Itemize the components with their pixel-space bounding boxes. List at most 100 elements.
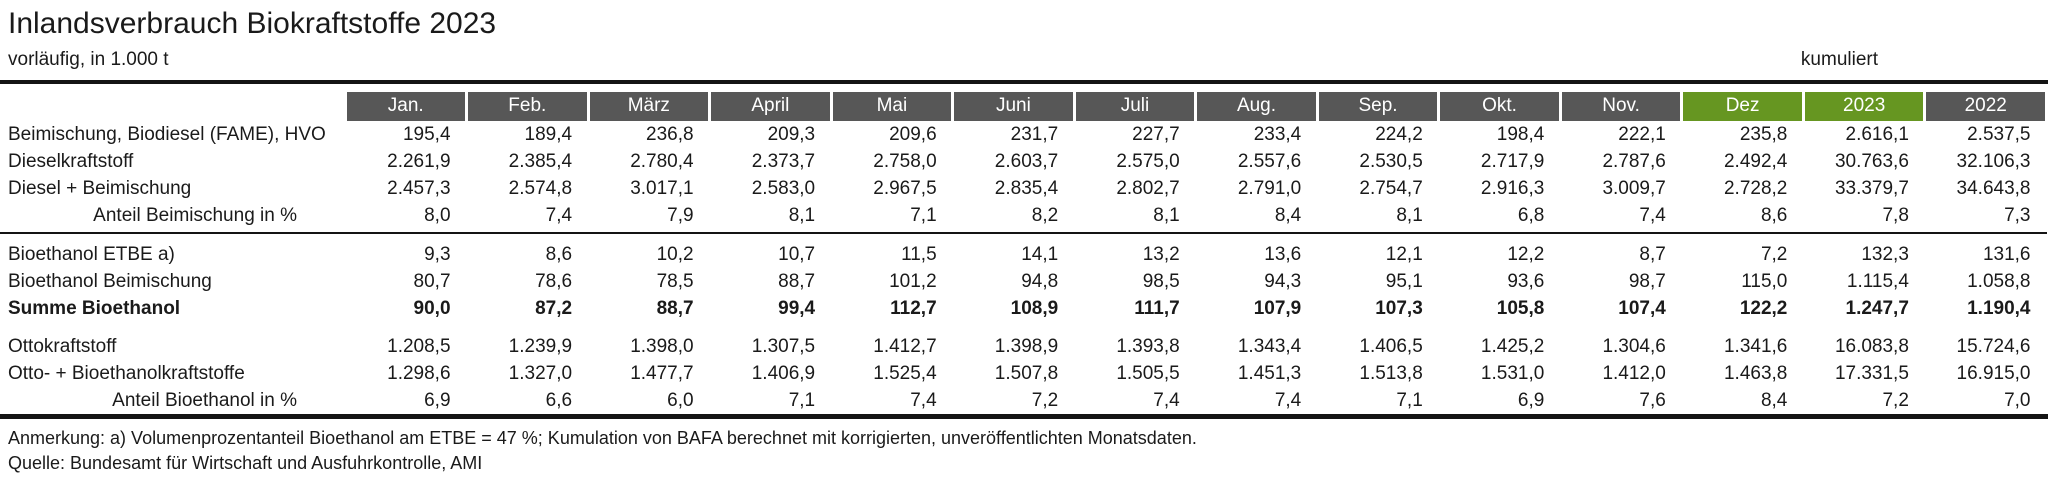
- value-cell: 198,4: [1496, 124, 1545, 145]
- value-cell: 1.393,8: [1116, 336, 1180, 357]
- value-cell: 90,0: [413, 298, 451, 319]
- value-cell: 7,1: [1396, 390, 1423, 411]
- value-cell: 6,9: [1517, 390, 1545, 411]
- value-cell: 1.505,5: [1116, 363, 1180, 384]
- value-cell: 107,9: [1253, 298, 1302, 319]
- row-label: Anteil Bioethanol in %: [112, 390, 297, 411]
- value-cell: 2.583,0: [751, 178, 816, 199]
- value-cell: 2.717,9: [1480, 151, 1545, 172]
- value-cell: 7,9: [588, 202, 710, 234]
- value-cell: 7,3: [1924, 202, 2047, 234]
- value-cell: 1.247,7: [1845, 298, 1909, 319]
- footnote: Anmerkung: a) Volumenprozentanteil Bioet…: [8, 428, 1197, 448]
- value-cell: 99,4: [778, 298, 816, 319]
- row-label: Otto- + Bioethanolkraftstoffe: [8, 363, 245, 384]
- value-cell: 132,3: [1861, 244, 1909, 265]
- column-header-dez: Dez: [1680, 92, 1805, 121]
- row-label: Summe Bioethanol: [8, 298, 181, 319]
- value-cell: 94,3: [1264, 271, 1302, 292]
- value-cell: 209,3: [767, 124, 816, 145]
- value-cell: 2.385,4: [508, 151, 573, 172]
- value-cell: 16.915,0: [1956, 363, 2031, 384]
- value-cell: 1.208,5: [387, 336, 451, 357]
- value-cell: 131,6: [1982, 244, 2031, 265]
- table-row: Anteil Beimischung in % 8,0 7,4 7,9 8,1 7,1 8,…: [0, 202, 2047, 234]
- value-cell: 6,6: [545, 390, 573, 411]
- value-cell: 6,9: [424, 390, 451, 411]
- value-cell: 32.106,3: [1956, 151, 2031, 172]
- value-cell: 231,7: [1010, 124, 1059, 145]
- value-cell: 1.304,6: [1602, 336, 1666, 357]
- value-cell: 111,7: [1134, 298, 1180, 319]
- value-cell: 9,3: [424, 244, 451, 265]
- value-cell: 78,6: [535, 271, 573, 292]
- value-cell: 1.341,6: [1723, 336, 1788, 357]
- value-cell: 13,2: [1142, 244, 1180, 265]
- value-cell: 2.557,6: [1237, 151, 1302, 172]
- value-cell: 1.406,9: [751, 363, 816, 384]
- value-cell: 209,6: [889, 124, 937, 145]
- value-cell: 1.412,7: [873, 336, 937, 357]
- value-cell: 2.780,4: [630, 151, 694, 172]
- value-cell: 87,2: [535, 298, 573, 319]
- value-cell: 7,4: [466, 202, 589, 234]
- subtitle-row: vorläufig, in 1.000 t kumuliert: [8, 48, 2040, 72]
- value-cell: 6,8: [1438, 202, 1561, 234]
- value-cell: 2.575,0: [1116, 151, 1180, 172]
- value-cell: 2.728,2: [1723, 178, 1788, 199]
- value-cell: 1.451,3: [1237, 363, 1302, 384]
- value-cell: 93,6: [1507, 271, 1545, 292]
- row-spacer: [0, 233, 2047, 241]
- table-row: Otto- + Bioethanolkraftstoffe 1.298,6 1.32…: [0, 360, 2047, 387]
- column-header-row: Jan. Feb. März April Mai Juni Juli Aug. Sep. Okt.…: [0, 92, 2048, 121]
- row-label: Diesel + Beimischung: [8, 178, 192, 199]
- value-cell: 1.298,6: [387, 363, 451, 384]
- value-cell: 7,0: [2004, 390, 2031, 411]
- column-header-2022: 2022: [1923, 92, 2048, 121]
- value-cell: 13,6: [1264, 244, 1302, 265]
- value-cell: 1.513,8: [1359, 363, 1423, 384]
- value-cell: 2.457,3: [387, 178, 451, 199]
- value-cell: 105,8: [1496, 298, 1545, 319]
- value-cell: 2.537,5: [1967, 124, 2031, 145]
- value-cell: 2.835,4: [994, 178, 1059, 199]
- value-cell: 98,7: [1628, 271, 1666, 292]
- value-cell: 98,5: [1142, 271, 1180, 292]
- value-cell: 1.477,7: [630, 363, 694, 384]
- value-cell: 224,2: [1375, 124, 1423, 145]
- value-cell: 7,4: [1560, 202, 1682, 234]
- value-cell: 1.307,5: [751, 336, 816, 357]
- footer: Anmerkung: a) Volumenprozentanteil Bioet…: [8, 426, 2040, 476]
- value-cell: 94,8: [1021, 271, 1059, 292]
- value-cell: 8,1: [709, 202, 832, 234]
- column-header-april: April: [708, 92, 833, 121]
- table-row: Anteil Bioethanol in % 6,9 6,6 6,0 7,1 7,4 7,2…: [0, 387, 2047, 414]
- value-cell: 2.261,9: [387, 151, 451, 172]
- value-cell: 2.574,8: [508, 178, 573, 199]
- row-label: Dieselkraftstoff: [8, 151, 134, 172]
- table-row: Beimischung, Biodiesel (FAME), HVO 195,4 1…: [0, 121, 2047, 148]
- value-cell: 6,0: [667, 390, 694, 411]
- value-cell: 88,7: [656, 298, 694, 319]
- value-cell: 12,2: [1507, 244, 1545, 265]
- column-header-2023: 2023: [1801, 92, 1927, 121]
- value-cell: 1.525,4: [873, 363, 937, 384]
- column-header-juni: Juni: [951, 92, 1076, 121]
- value-cell: 8,1: [1317, 202, 1439, 234]
- value-cell: 1.115,4: [1846, 271, 1909, 292]
- column-header-feb: Feb.: [465, 92, 590, 121]
- value-cell: 2.603,7: [994, 151, 1059, 172]
- value-cell: 1.463,8: [1723, 363, 1788, 384]
- value-cell: 7,6: [1639, 390, 1666, 411]
- value-cell: 10,2: [656, 244, 694, 265]
- value-cell: 15.724,6: [1956, 336, 2031, 357]
- subtitle: vorläufig, in 1.000 t: [8, 49, 169, 70]
- value-cell: 1.406,5: [1359, 336, 1423, 357]
- value-cell: 1.327,0: [508, 363, 573, 384]
- value-cell: 1.398,0: [630, 336, 694, 357]
- value-cell: 107,4: [1618, 298, 1666, 319]
- value-cell: 34.643,8: [1956, 178, 2031, 199]
- table-row: Dieselkraftstoff 2.261,9 2.385,4 2.780,4 2.3…: [0, 148, 2047, 175]
- value-cell: 7,2: [1882, 390, 1909, 411]
- bottom-divider: [0, 414, 2048, 419]
